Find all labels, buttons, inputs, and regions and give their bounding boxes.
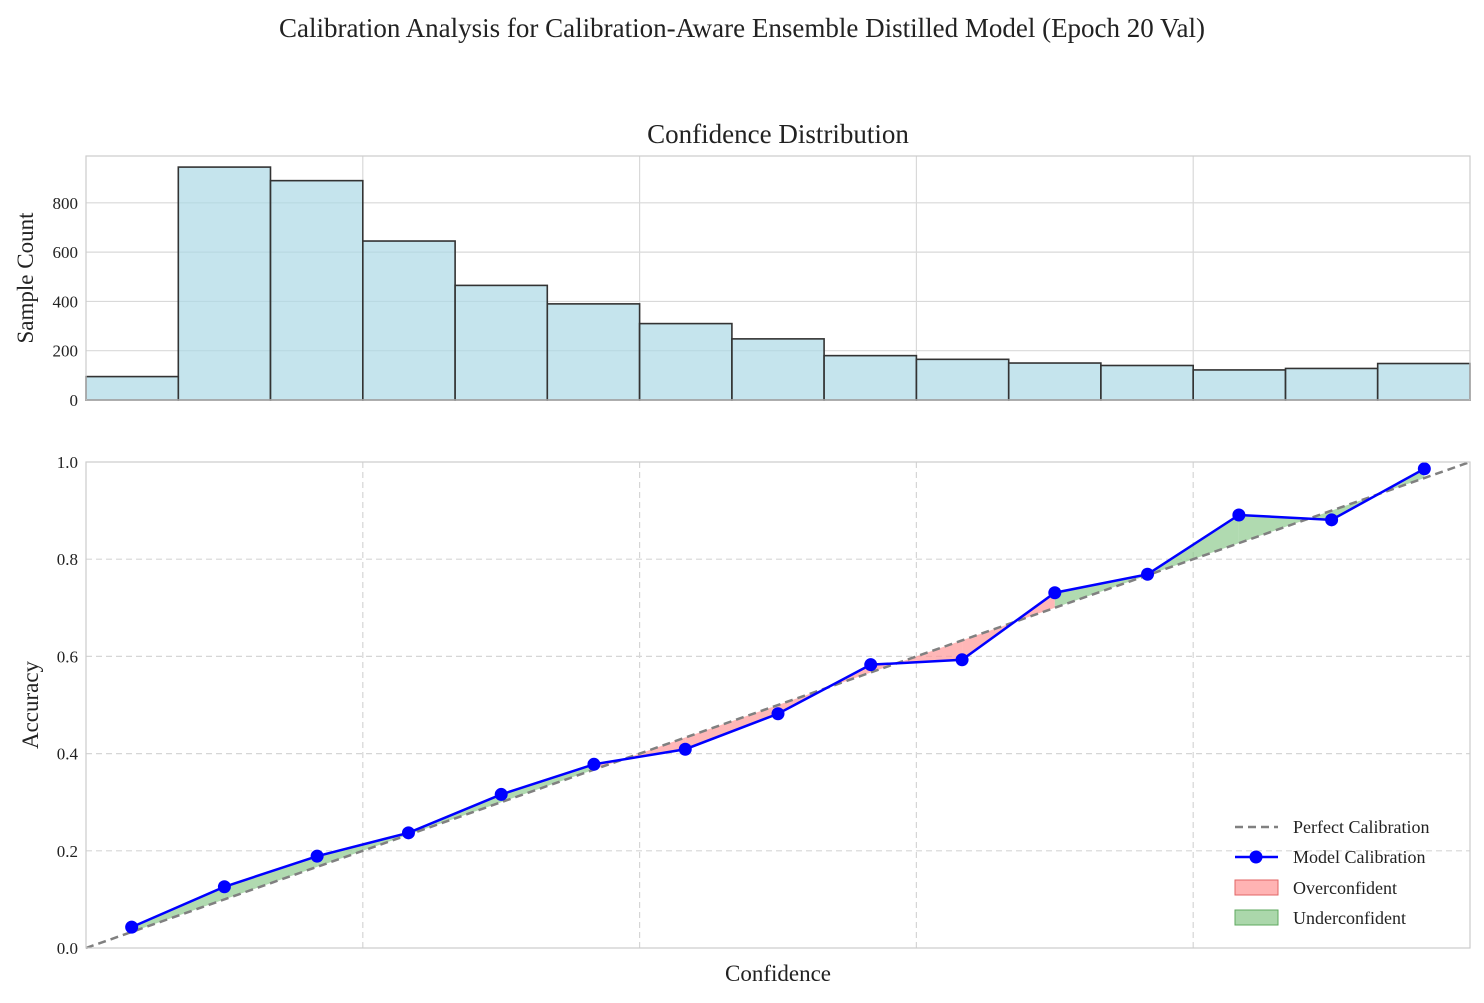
model-calibration-markers bbox=[125, 462, 1431, 934]
histogram-bar-4 bbox=[454, 284, 549, 401]
reliability-x-label: Confidence bbox=[725, 961, 831, 986]
reliability-y-tick-2: 0.4 bbox=[57, 745, 79, 764]
histogram-bar-5 bbox=[546, 303, 641, 401]
perfect-calibration-line bbox=[85, 460, 1471, 950]
model-calibration-point-14 bbox=[1417, 462, 1431, 476]
underconfident-gap-10 bbox=[1054, 574, 1148, 608]
reliability-y-tick-0: 0.0 bbox=[57, 939, 78, 958]
legend-perfect-label: Perfect Calibration bbox=[1293, 817, 1429, 837]
histogram-bar-10 bbox=[1007, 362, 1102, 401]
model-calibration-point-12 bbox=[1232, 508, 1246, 522]
reliability-y-ticks: 0.0 0.2 0.4 0.6 0.8 1.0 bbox=[57, 453, 79, 958]
confidence-distribution-panel: Confidence Distribution 0 200 400 600 800 Sa… bbox=[13, 119, 1471, 410]
histogram-frame bbox=[85, 155, 1471, 401]
histogram-bar-7 bbox=[731, 338, 825, 401]
histogram-bar-14 bbox=[1376, 362, 1471, 401]
reliability-y-tick-5: 1.0 bbox=[57, 453, 78, 472]
histogram-bar-0 bbox=[85, 375, 180, 401]
histogram-bar-6 bbox=[638, 322, 733, 401]
underconfident-gap-1 bbox=[224, 856, 318, 900]
legend: Perfect Calibration Model Calibration Ov… bbox=[1234, 817, 1429, 928]
histogram-bar-8 bbox=[823, 354, 918, 401]
legend-overconfident-label: Overconfident bbox=[1293, 878, 1397, 898]
legend-model-label: Model Calibration bbox=[1293, 847, 1425, 867]
histogram-y-tick-4: 800 bbox=[53, 194, 79, 213]
underconfident-gap-4 bbox=[501, 764, 594, 803]
reliability-diagram-panel: 0.0 0.2 0.4 0.6 0.8 1.0 Confidence Accuracy P… bbox=[18, 453, 1471, 986]
histogram-bar-13 bbox=[1284, 367, 1379, 401]
histogram-bar-1 bbox=[177, 166, 272, 401]
model-calibration-point-7 bbox=[771, 707, 785, 721]
histogram-bar-11 bbox=[1100, 364, 1195, 401]
histogram-bar-2 bbox=[269, 179, 364, 401]
reliability-y-tick-3: 0.6 bbox=[57, 647, 78, 666]
figure-title: Calibration Analysis for Calibration-Awa… bbox=[279, 13, 1205, 43]
model-calibration-point-1 bbox=[217, 880, 231, 894]
reliability-grid bbox=[86, 462, 1470, 948]
legend-underconfident-swatch bbox=[1234, 909, 1279, 926]
reliability-y-tick-4: 0.8 bbox=[57, 550, 78, 569]
histogram-y-tick-0: 0 bbox=[70, 391, 79, 410]
histogram-bar-3 bbox=[361, 240, 456, 401]
model-calibration-point-0 bbox=[125, 920, 139, 934]
reliability-frame bbox=[85, 461, 1471, 949]
histogram-title: Confidence Distribution bbox=[647, 119, 909, 149]
histogram-bar-12 bbox=[1192, 369, 1287, 401]
model-calibration-point-9 bbox=[955, 653, 969, 667]
model-calibration-point-5 bbox=[587, 757, 601, 771]
overconfident-gap-6 bbox=[685, 705, 778, 750]
histogram-bar-9 bbox=[915, 358, 1010, 401]
histogram-y-tick-2: 400 bbox=[53, 292, 79, 311]
model-calibration-point-6 bbox=[678, 742, 692, 756]
legend-model-swatch-marker bbox=[1249, 850, 1263, 864]
legend-underconfident-label: Underconfident bbox=[1293, 908, 1406, 928]
overconfident-gap-8 bbox=[870, 640, 963, 673]
model-calibration-point-8 bbox=[864, 658, 878, 672]
histogram-y-label: Sample Count bbox=[13, 212, 38, 344]
histogram-y-tick-1: 200 bbox=[53, 342, 79, 361]
histogram-bars bbox=[85, 166, 1471, 401]
histogram-y-ticks: 0 200 400 600 800 bbox=[53, 194, 79, 410]
calibration-gap-fills bbox=[131, 468, 1425, 932]
reliability-y-label: Accuracy bbox=[18, 660, 43, 749]
model-calibration-point-4 bbox=[494, 787, 508, 801]
model-calibration-point-13 bbox=[1325, 513, 1339, 527]
model-calibration-point-3 bbox=[401, 826, 415, 840]
model-calibration-point-11 bbox=[1141, 567, 1155, 581]
model-calibration-point-2 bbox=[310, 849, 324, 863]
legend-overconfident-swatch bbox=[1234, 879, 1279, 896]
reliability-y-tick-1: 0.2 bbox=[57, 842, 78, 861]
histogram-y-tick-3: 600 bbox=[53, 243, 79, 262]
model-calibration-point-10 bbox=[1048, 586, 1062, 600]
